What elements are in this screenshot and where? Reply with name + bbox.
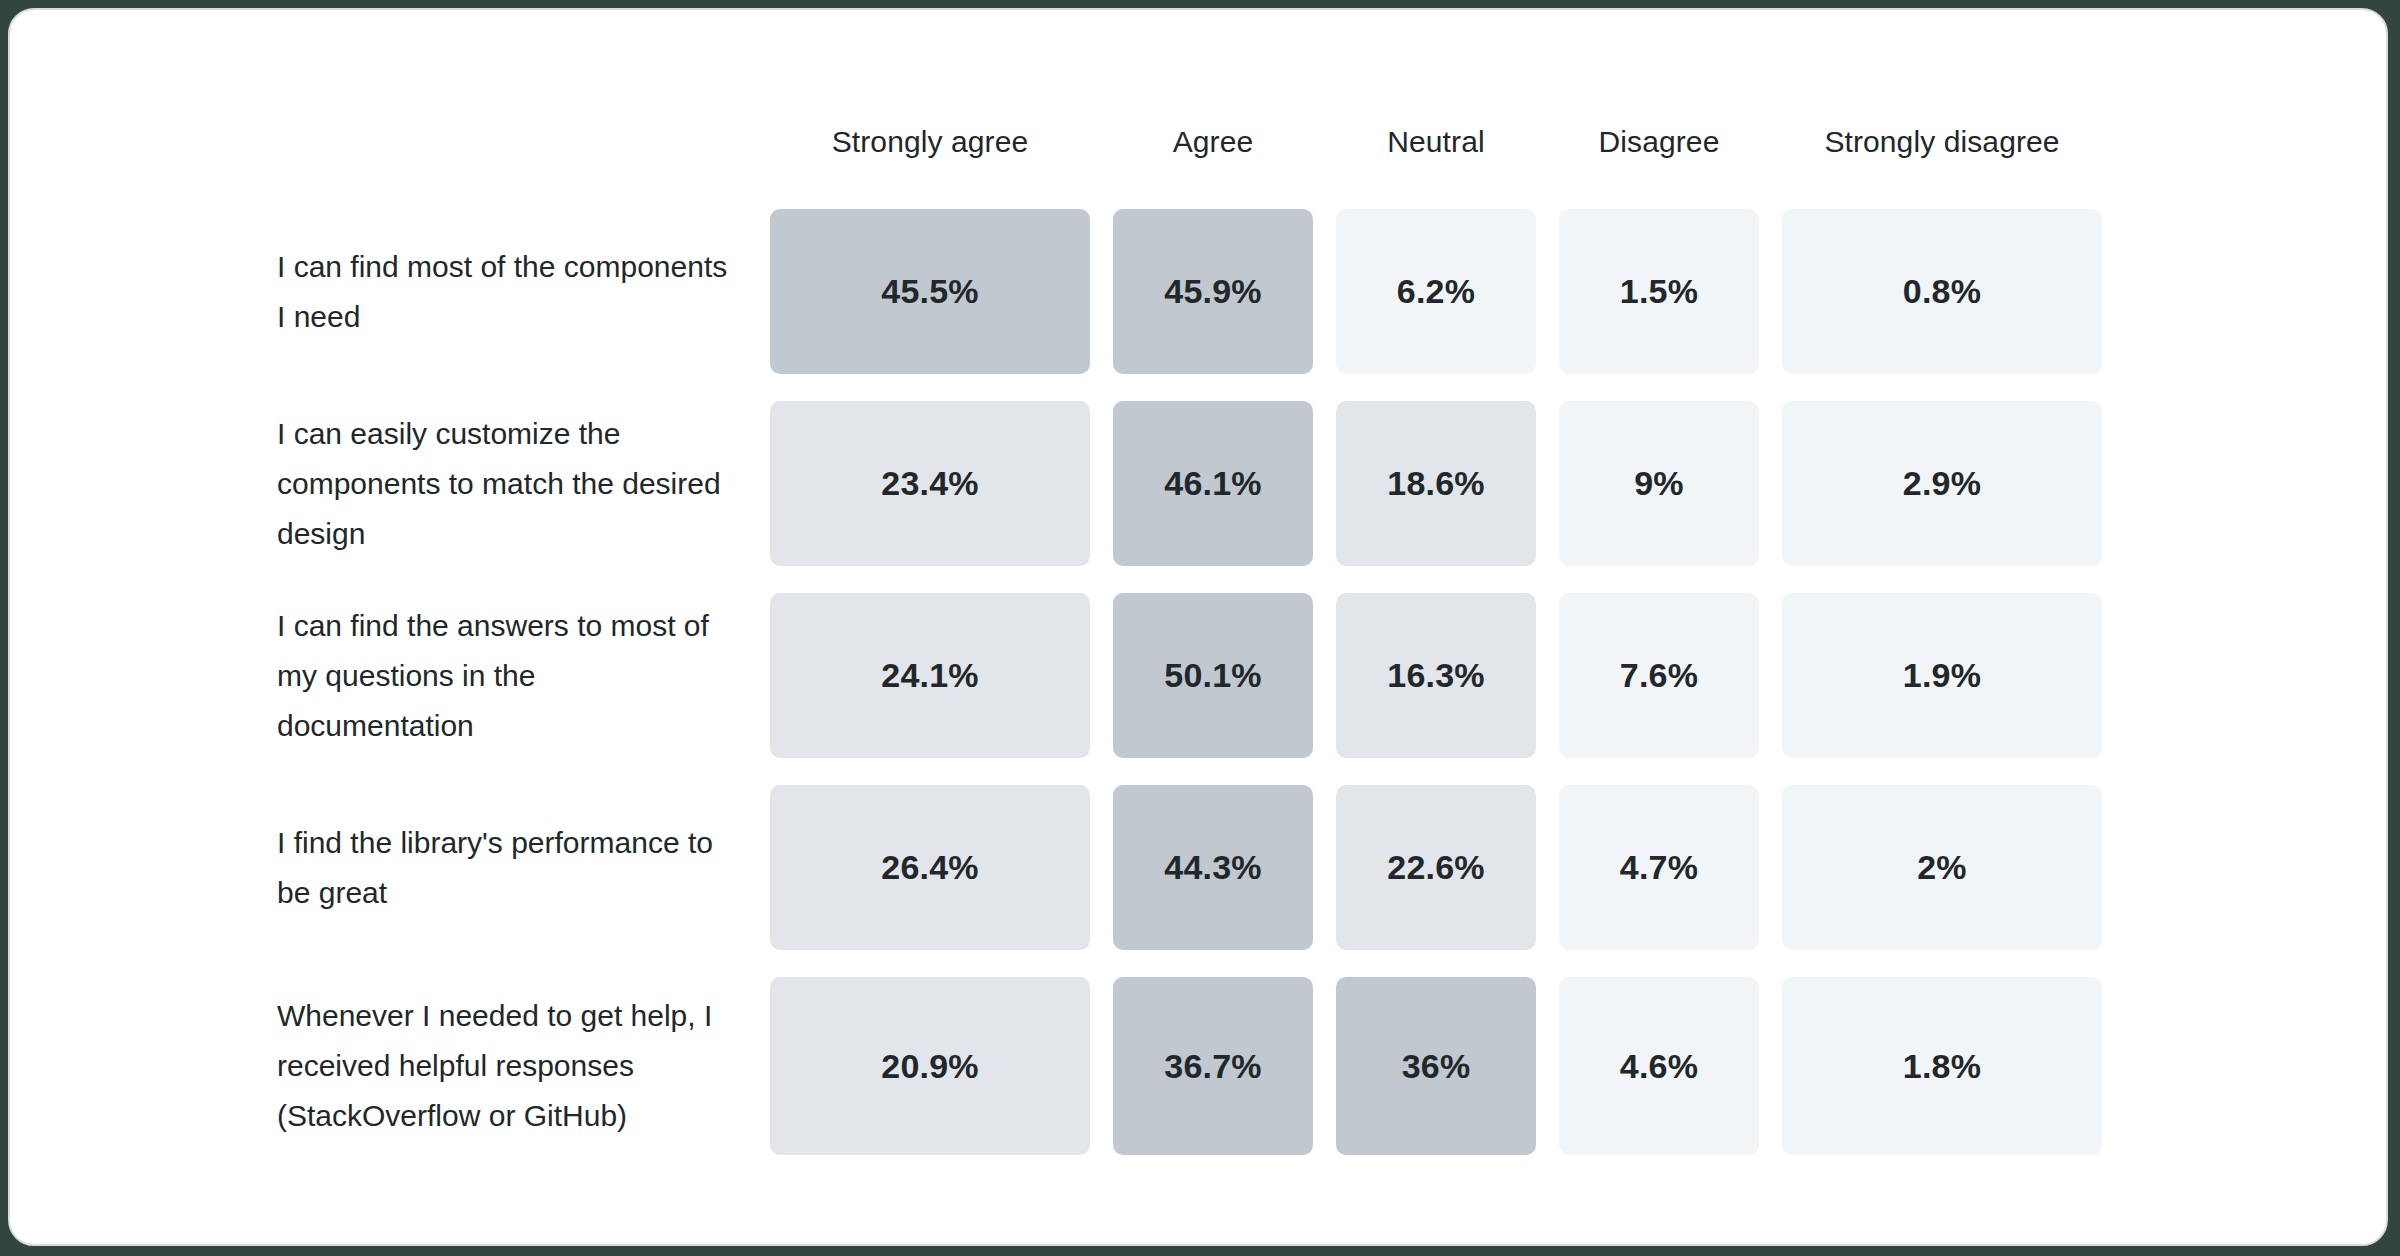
heatmap-cell: 23.4% (770, 401, 1090, 566)
heatmap-cell: 45.9% (1113, 209, 1313, 374)
column-header-1: Strongly agree (770, 102, 1090, 182)
heatmap-cell: 7.6% (1559, 593, 1759, 758)
heatmap-cell: 50.1% (1113, 593, 1313, 758)
heatmap-cell: 36% (1336, 977, 1536, 1155)
survey-heatmap-card: Strongly agree Agree Neutral Disagree Strong… (8, 8, 2388, 1246)
heatmap-cell: 0.8% (1782, 209, 2102, 374)
heatmap-cell: 2.9% (1782, 401, 2102, 566)
heatmap-cell: 4.6% (1559, 977, 1759, 1155)
column-header-2: Agree (1113, 102, 1313, 182)
row-label-1: I can find most of the components I need (277, 209, 747, 374)
column-header-4: Disagree (1559, 102, 1759, 182)
heatmap-cell: 1.8% (1782, 977, 2102, 1155)
heatmap-cell: 16.3% (1336, 593, 1536, 758)
heatmap-cell: 2% (1782, 785, 2102, 950)
column-header-3: Neutral (1336, 102, 1536, 182)
column-header-5: Strongly disagree (1782, 102, 2102, 182)
heatmap-grid: Strongly agree Agree Neutral Disagree Strong… (277, 102, 2386, 1155)
heatmap-cell: 20.9% (770, 977, 1090, 1155)
heatmap-cell: 24.1% (770, 593, 1090, 758)
corner-spacer (277, 102, 747, 182)
heatmap-cell: 1.5% (1559, 209, 1759, 374)
row-label-4: I find the library's performance to be g… (277, 785, 747, 950)
row-label-3: I can find the answers to most of my que… (277, 593, 747, 758)
heatmap-cell: 36.7% (1113, 977, 1313, 1155)
heatmap-cell: 18.6% (1336, 401, 1536, 566)
heatmap-cell: 9% (1559, 401, 1759, 566)
row-label-2: I can easily customize the components to… (277, 401, 747, 566)
heatmap-cell: 4.7% (1559, 785, 1759, 950)
heatmap-cell: 44.3% (1113, 785, 1313, 950)
heatmap-cell: 26.4% (770, 785, 1090, 950)
heatmap-cell: 6.2% (1336, 209, 1536, 374)
heatmap-cell: 1.9% (1782, 593, 2102, 758)
heatmap-cell: 22.6% (1336, 785, 1536, 950)
heatmap-cell: 46.1% (1113, 401, 1313, 566)
row-label-5: Whenever I needed to get help, I receive… (277, 977, 747, 1155)
heatmap-cell: 45.5% (770, 209, 1090, 374)
